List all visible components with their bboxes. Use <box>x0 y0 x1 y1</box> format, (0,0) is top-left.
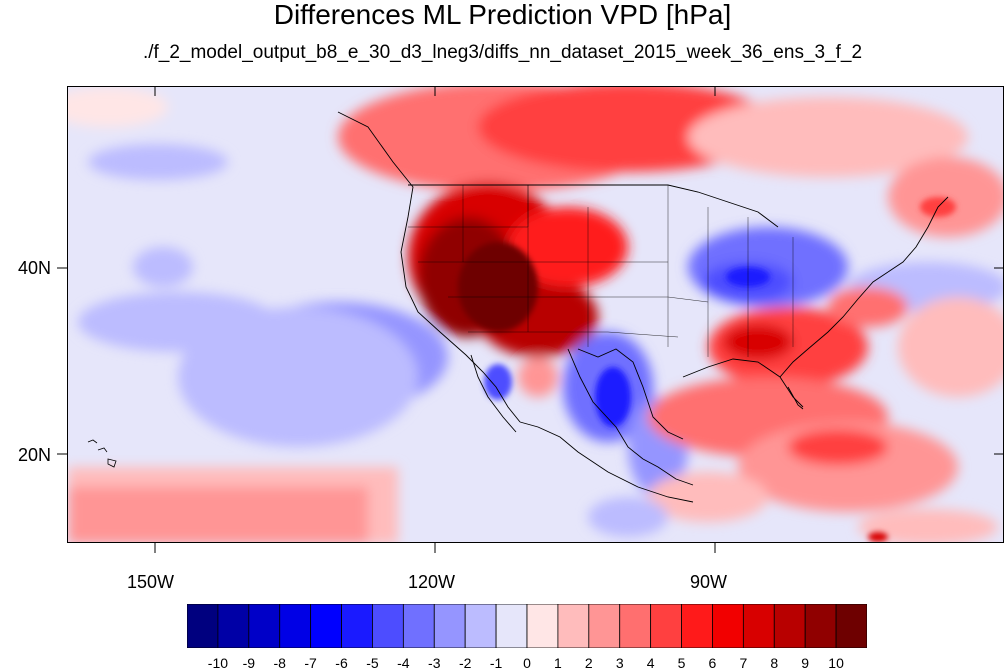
colorbar-label: -5 <box>366 655 379 671</box>
vpd-difference-map <box>68 87 1003 542</box>
colorbar-label: 6 <box>708 655 717 671</box>
colorbar-swatch <box>742 604 775 648</box>
map-subtitle: ./f_2_model_output_b8_e_30_d3_lneg3/diff… <box>142 42 863 63</box>
colorbar-swatch <box>619 604 652 648</box>
lat-label-40n: 40N <box>18 258 52 278</box>
colorbar-swatch <box>279 604 312 648</box>
colorbar-swatch <box>835 604 867 648</box>
colorbar-label: -9 <box>242 655 256 671</box>
map-plot-area <box>67 86 1004 543</box>
colorbar-label: 4 <box>646 655 655 671</box>
colorbar-swatch <box>650 604 682 648</box>
colorbar-label: -8 <box>273 655 286 671</box>
colorbar-label: -3 <box>428 655 441 671</box>
lon-label-150w: 150W <box>127 572 175 592</box>
colorbar-label: 8 <box>770 655 779 671</box>
colorbar-label: -7 <box>304 655 317 671</box>
colorbar-label: 3 <box>615 655 624 671</box>
colorbar-swatch <box>588 604 621 648</box>
colorbar-swatch <box>464 604 497 648</box>
colorbar-swatch <box>495 604 528 648</box>
colorbar-swatch <box>681 604 713 648</box>
colorbar-swatch <box>372 604 404 648</box>
colorbar-label: 0 <box>523 655 531 671</box>
lon-label-120w: 120W <box>408 572 456 592</box>
colorbar-swatch <box>433 604 466 648</box>
lat-label-20n: 20N <box>18 445 52 465</box>
colorbar-swatch <box>557 604 590 648</box>
colorbar-swatch <box>712 604 744 648</box>
colorbar-swatch <box>402 604 435 648</box>
colorbar-label: 2 <box>584 655 593 671</box>
coastlines <box>337 111 949 503</box>
state-borders <box>408 185 794 357</box>
colorbar-label: 9 <box>801 655 810 671</box>
colorbar-swatch <box>526 604 559 648</box>
colorbar-swatch <box>804 604 837 648</box>
colorbar-label: -10 <box>207 655 229 671</box>
field-layer-smooth <box>68 87 1003 542</box>
colorbar-swatch <box>248 604 281 648</box>
colorbar <box>187 604 867 648</box>
colorbar-swatch <box>773 604 806 648</box>
colorbar-swatch <box>341 604 373 648</box>
colorbar-swatch <box>310 604 342 648</box>
colorbar-label: -6 <box>335 655 348 671</box>
hawaii-islands <box>87 439 117 468</box>
colorbar-label: 1 <box>554 655 562 671</box>
map-title: Differences ML Prediction VPD [hPa] <box>273 0 732 30</box>
colorbar-swatch <box>217 604 250 648</box>
lon-label-90w: 90W <box>690 572 728 592</box>
colorbar-label: -2 <box>458 655 472 671</box>
colorbar-label: -1 <box>489 655 503 671</box>
colorbar-swatch <box>187 604 219 648</box>
colorbar-label: 7 <box>739 655 748 671</box>
colorbar-label: -4 <box>397 655 410 671</box>
colorbar-label: 5 <box>677 655 686 671</box>
colorbar-label: 10 <box>828 655 844 671</box>
